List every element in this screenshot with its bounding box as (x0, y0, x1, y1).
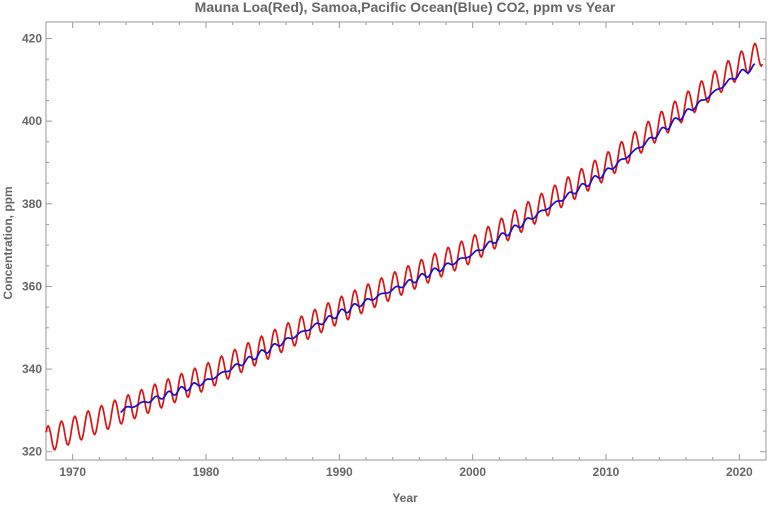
series-layer (45, 42, 764, 451)
plot-area-border (45, 21, 767, 461)
x-tick-label: 2000 (459, 465, 486, 479)
y-axis-label: Concentration, ppm (1, 186, 15, 299)
y-tick-label: 360 (22, 279, 42, 293)
y-tick-label: 380 (22, 197, 42, 211)
y-tick-label: 420 (22, 32, 42, 46)
series-line-mauna-loa (45, 42, 764, 451)
x-tick-label: 2020 (726, 465, 753, 479)
series-line-samoa (120, 63, 756, 414)
x-tick-label: 1990 (326, 465, 353, 479)
y-tick-label: 340 (22, 362, 42, 376)
plot-frame (45, 21, 767, 461)
x-axis-ticks: 1970 1980 1990 2000 2010 2020 (45, 22, 767, 479)
x-tick-label: 1980 (193, 465, 220, 479)
x-axis-label: Year (392, 491, 418, 505)
y-tick-label: 320 (22, 445, 42, 459)
y-tick-label: 400 (22, 114, 42, 128)
chart-title: Mauna Loa(Red), Samoa,Pacific Ocean(Blue… (195, 0, 616, 15)
y-axis-ticks: 320 340 360 380 400 420 (22, 32, 766, 459)
x-tick-label: 1970 (59, 465, 86, 479)
x-tick-label: 2010 (593, 465, 620, 479)
